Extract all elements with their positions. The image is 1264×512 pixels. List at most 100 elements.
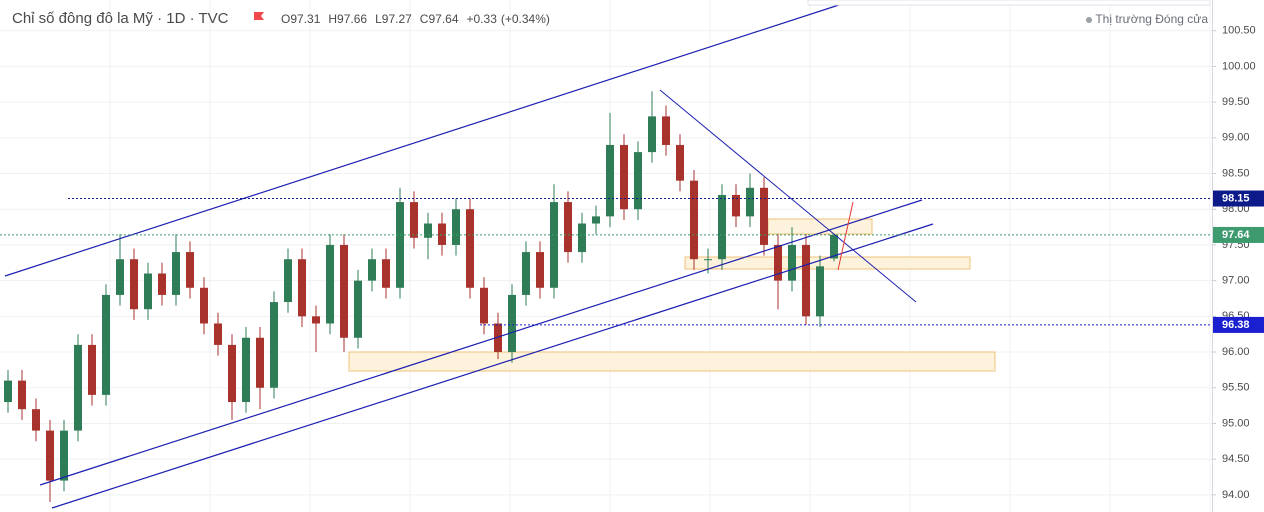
candle-body (718, 194, 726, 260)
zone-rect (348, 351, 996, 372)
price-labels: 98.15 97.64 96.38 (1213, 190, 1264, 333)
candle-body (32, 409, 40, 431)
candle-body (788, 244, 796, 281)
status-dot (1086, 17, 1092, 23)
candle-body (466, 209, 474, 288)
candle-body (410, 202, 418, 238)
candle-body (732, 194, 740, 217)
candle-body (830, 234, 838, 259)
candle-body (382, 259, 390, 288)
y-tick-label: 94.50 (1222, 453, 1250, 465)
y-tick-label: 94.00 (1222, 489, 1250, 501)
candle-body (634, 152, 642, 210)
candle-body (816, 266, 824, 317)
candle-body (452, 209, 460, 245)
candle-body (102, 294, 110, 395)
candle-body (760, 187, 768, 245)
chart-title: Chỉ số đông đô la Mỹ · 1D · TVC (12, 10, 229, 27)
candle-body (284, 259, 292, 303)
legend-key: L (375, 12, 382, 26)
candle-body (200, 287, 208, 324)
price-label-bg (1213, 316, 1264, 333)
legend-change-pct: (+0.34%) (501, 12, 550, 26)
y-tick-label: 100.50 (1222, 25, 1256, 37)
candle-body (88, 344, 96, 395)
candle-body (774, 244, 782, 281)
candle-body (690, 180, 698, 260)
candle-body (298, 259, 306, 317)
price-label: 98.15 (1222, 192, 1250, 204)
candle-body (326, 244, 334, 324)
candle-body (158, 273, 166, 295)
trend-lines (4, 2, 934, 509)
top-panel (807, 0, 1211, 6)
zone-rect (684, 256, 971, 270)
candle-body (424, 223, 432, 238)
candle-body (438, 223, 446, 245)
candle-body (802, 244, 810, 317)
candle-body (550, 202, 558, 288)
candle-body (214, 323, 222, 345)
trend-line (51, 223, 934, 509)
trend-line (39, 199, 923, 486)
candle-body (18, 380, 26, 410)
legend-value: 97.64 (428, 12, 458, 26)
candle-body (564, 202, 572, 253)
y-tick-label: 96.00 (1222, 346, 1250, 358)
y-tick-label: 100.00 (1222, 60, 1256, 72)
legend-value: 97.66 (337, 12, 367, 26)
candle-body (480, 287, 488, 324)
candle-body (4, 380, 12, 403)
candle-body (130, 259, 138, 310)
y-tick-label: 95.00 (1222, 417, 1250, 429)
candle-body (116, 259, 124, 295)
drawings (348, 218, 996, 372)
candle-body (144, 273, 152, 310)
candle-body (270, 302, 278, 388)
y-tick-label: 99.00 (1222, 132, 1250, 144)
legend-key: C (420, 12, 429, 26)
trend-line (4, 2, 846, 277)
candle-body (508, 294, 516, 353)
candle-body (662, 116, 670, 145)
y-tick-label: 98.50 (1222, 167, 1250, 179)
legend-value: 97.31 (290, 12, 320, 26)
candle-body (74, 344, 82, 431)
y-tick-label: 97.00 (1222, 275, 1250, 287)
price-label-bg (1213, 226, 1264, 243)
price-label: 96.38 (1222, 319, 1250, 331)
candle-body (186, 252, 194, 288)
candle-body (354, 280, 362, 338)
candle-body (312, 316, 320, 324)
candle-body (606, 144, 614, 217)
y-tick-label: 95.50 (1222, 382, 1250, 394)
candle-body (340, 244, 348, 338)
candle-body (256, 337, 264, 388)
legend-key: H (328, 12, 337, 26)
candle-body (522, 252, 530, 295)
y-tick-label: 99.50 (1222, 96, 1250, 108)
legend-key: O (281, 12, 290, 26)
candle-body (536, 252, 544, 288)
candle-body (396, 202, 404, 288)
candle-body (46, 430, 54, 481)
price-label-bg (1213, 190, 1264, 207)
candle-body (228, 344, 236, 403)
trend-line (659, 89, 917, 303)
candle-body (620, 144, 628, 210)
candle-body (60, 430, 68, 481)
candle-body (592, 216, 600, 224)
candle-body (172, 252, 180, 295)
legend-change: +0.33 (467, 12, 498, 26)
candle-body (242, 337, 250, 403)
candle-body (578, 223, 586, 253)
candle-body (494, 323, 502, 353)
legend-value: 97.27 (382, 12, 412, 26)
candle-body (676, 144, 684, 181)
market-status: Thị trường Đóng cửa (1095, 12, 1208, 26)
price-lines (0, 198, 1212, 326)
